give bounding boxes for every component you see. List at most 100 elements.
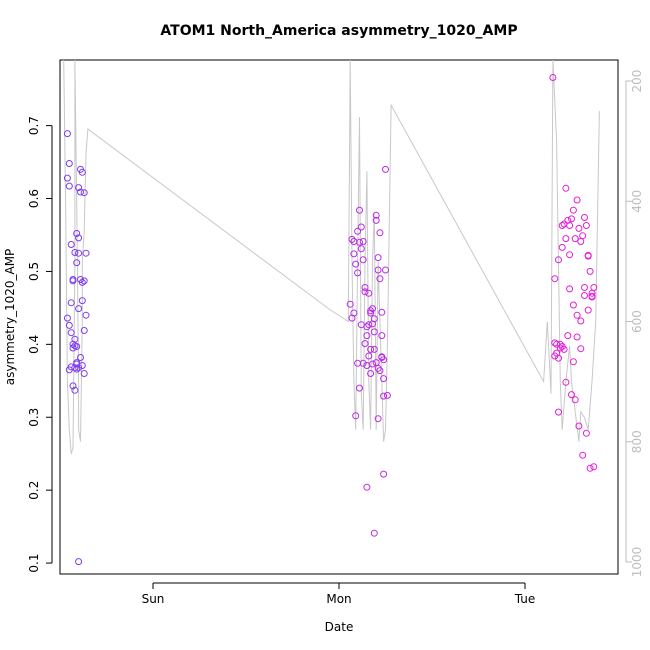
- data-point: [553, 340, 561, 348]
- data-point: [374, 266, 382, 274]
- data-point: [367, 309, 375, 317]
- data-point: [380, 392, 388, 400]
- data-point: [372, 359, 380, 367]
- data-point: [65, 182, 73, 190]
- data-point: [80, 189, 88, 197]
- series-line: [63, 59, 600, 454]
- data-point: [571, 235, 579, 243]
- data-point: [569, 301, 577, 309]
- data-point: [356, 238, 363, 246]
- plot-frame: [59, 59, 619, 575]
- data-point: [564, 332, 572, 340]
- x-axis-label: Date: [325, 620, 354, 634]
- x-tick-label: Mon: [326, 592, 351, 606]
- data-point: [80, 327, 88, 334]
- data-point: [357, 223, 365, 231]
- data-point: [359, 238, 367, 245]
- y-axis: 0.1 0.2 0.3 0.4 0.5 0.6 0.7: [27, 116, 53, 573]
- data-point: [352, 260, 360, 268]
- data-point: [588, 289, 596, 297]
- data-point: [577, 238, 585, 245]
- data-point: [80, 370, 88, 377]
- data-point: [555, 256, 562, 264]
- data-point: [350, 309, 358, 317]
- y-tick-label: 0.5: [27, 262, 41, 281]
- data-point: [581, 292, 588, 299]
- data-point: [569, 358, 577, 366]
- data-point: [365, 289, 373, 297]
- data-point: [383, 391, 391, 399]
- y-axis-label: asymmetry_1020_AMP: [3, 249, 17, 386]
- data-point: [69, 382, 77, 390]
- data-point: [63, 174, 71, 182]
- data-point: [357, 321, 365, 329]
- data-point: [75, 184, 83, 192]
- data-point: [73, 343, 81, 350]
- data-point: [365, 321, 373, 329]
- data-point: [562, 184, 570, 192]
- data-point: [67, 329, 75, 337]
- data-point: [63, 314, 71, 322]
- data-point: [558, 343, 566, 350]
- data-point: [363, 332, 371, 340]
- data-point: [363, 483, 371, 491]
- data-point: [582, 222, 590, 229]
- data-point: [367, 345, 375, 353]
- data-point: [67, 299, 75, 307]
- data-point: [370, 328, 378, 336]
- data-point: [551, 339, 559, 347]
- data-point: [365, 352, 373, 360]
- data-point: [78, 168, 86, 176]
- data-point: [380, 375, 388, 383]
- data-point: [378, 332, 386, 340]
- data-point: [378, 308, 386, 316]
- data-point: [82, 311, 90, 319]
- data-point: [579, 232, 587, 240]
- data-point: [571, 396, 579, 404]
- data-point: [372, 211, 380, 219]
- data-point: [380, 470, 388, 478]
- data-point: [566, 251, 574, 259]
- data-point: [75, 305, 83, 313]
- y-tick-label: 0.3: [27, 408, 41, 427]
- data-point: [75, 234, 83, 242]
- data-point: [555, 354, 562, 362]
- data-point: [356, 206, 363, 214]
- data-point: [65, 321, 73, 329]
- data-point: [549, 74, 557, 81]
- data-point: [590, 463, 598, 471]
- data-point: [376, 367, 384, 375]
- data-point: [584, 306, 592, 314]
- data-point: [71, 335, 79, 343]
- data-point: [80, 277, 88, 285]
- data-point: [73, 360, 81, 368]
- y-tick-label: 0.6: [27, 189, 41, 208]
- data-point: [382, 266, 389, 274]
- data-point: [71, 249, 79, 256]
- data-point: [77, 276, 84, 283]
- data-point: [65, 366, 73, 374]
- data-point: [354, 227, 362, 235]
- data-point: [348, 235, 356, 243]
- y-right-tick-label: 400: [630, 190, 644, 213]
- points-layer: [63, 74, 598, 566]
- data-point: [71, 386, 79, 394]
- data-point: [573, 333, 581, 341]
- data-point: [75, 558, 83, 566]
- data-point: [582, 429, 590, 437]
- data-point: [69, 277, 77, 285]
- data-point: [63, 130, 71, 138]
- data-point: [566, 222, 574, 229]
- data-point: [78, 297, 86, 305]
- data-point: [363, 362, 371, 369]
- data-point: [369, 305, 376, 313]
- data-point: [577, 317, 585, 325]
- data-point: [581, 284, 588, 291]
- data-point: [581, 214, 588, 221]
- data-point: [65, 160, 73, 167]
- y-tick-label: 0.2: [27, 481, 41, 500]
- data-point: [586, 464, 594, 472]
- data-point: [73, 259, 81, 267]
- data-point: [369, 360, 376, 368]
